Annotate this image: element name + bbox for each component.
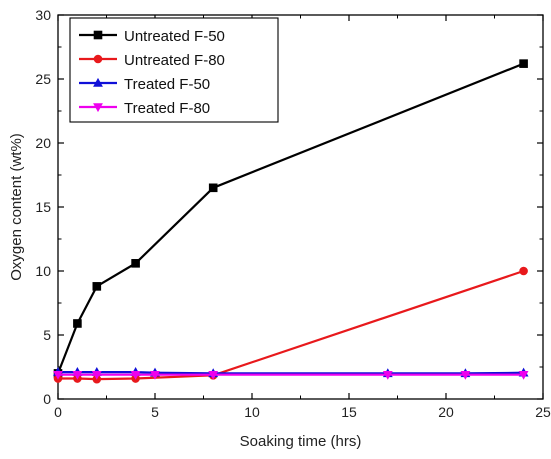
x-tick-label: 5 [151, 404, 159, 420]
x-tick-label: 0 [54, 404, 62, 420]
legend-label: Untreated F-50 [124, 28, 225, 45]
data-point [73, 319, 82, 328]
data-point [131, 259, 140, 268]
y-tick-label: 0 [43, 391, 51, 407]
series-treated-f-80 [53, 370, 529, 380]
x-tick-label: 25 [535, 404, 551, 420]
data-point [460, 370, 471, 380]
legend-item: Treated F-50 [79, 76, 210, 93]
legend-item: Treated F-80 [79, 100, 210, 117]
data-point [518, 370, 529, 380]
x-tick-label: 10 [244, 404, 260, 420]
legend-item: Untreated F-80 [79, 52, 225, 69]
data-point [72, 370, 83, 380]
y-tick-label: 25 [35, 71, 51, 87]
legend-label: Treated F-50 [124, 76, 210, 93]
data-point [150, 370, 160, 380]
data-point [519, 266, 528, 276]
x-tick-label: 20 [438, 404, 454, 420]
data-point [208, 370, 219, 380]
y-tick-label: 5 [43, 327, 51, 343]
legend-label: Untreated F-80 [124, 52, 225, 69]
y-tick-label: 20 [35, 135, 51, 151]
legend-marker [93, 103, 103, 113]
x-axis-title: Soaking time (hrs) [240, 433, 362, 450]
legend-marker [93, 54, 103, 64]
y-axis-title: Oxygen content (wt%) [8, 133, 25, 281]
series-line [58, 371, 524, 375]
series-untreated-f-80 [53, 266, 528, 384]
data-point [92, 282, 102, 291]
series-layer [53, 59, 529, 384]
data-point [53, 370, 63, 380]
legend: Untreated F-50 Untreated F-80 Treated F-50… [69, 17, 279, 123]
axes: 0 5 10 15 20 25 0 5 10 15 20 25 30 [35, 7, 551, 420]
y-tick-label: 30 [35, 7, 51, 23]
legend-marker [93, 77, 103, 87]
legend-item: Untreated F-50 [79, 28, 225, 45]
x-tick-label: 15 [341, 404, 357, 420]
data-point [519, 59, 528, 68]
series-line [58, 269, 524, 381]
y-tick-label: 10 [35, 263, 51, 279]
data-point [382, 370, 393, 380]
legend-box [69, 17, 279, 123]
series-line [56, 62, 525, 374]
data-point [91, 370, 102, 380]
legend-marker [93, 30, 103, 40]
data-point [208, 183, 218, 193]
y-tick-label: 15 [35, 199, 51, 215]
data-point [130, 370, 141, 380]
legend-label: Treated F-80 [124, 100, 210, 117]
